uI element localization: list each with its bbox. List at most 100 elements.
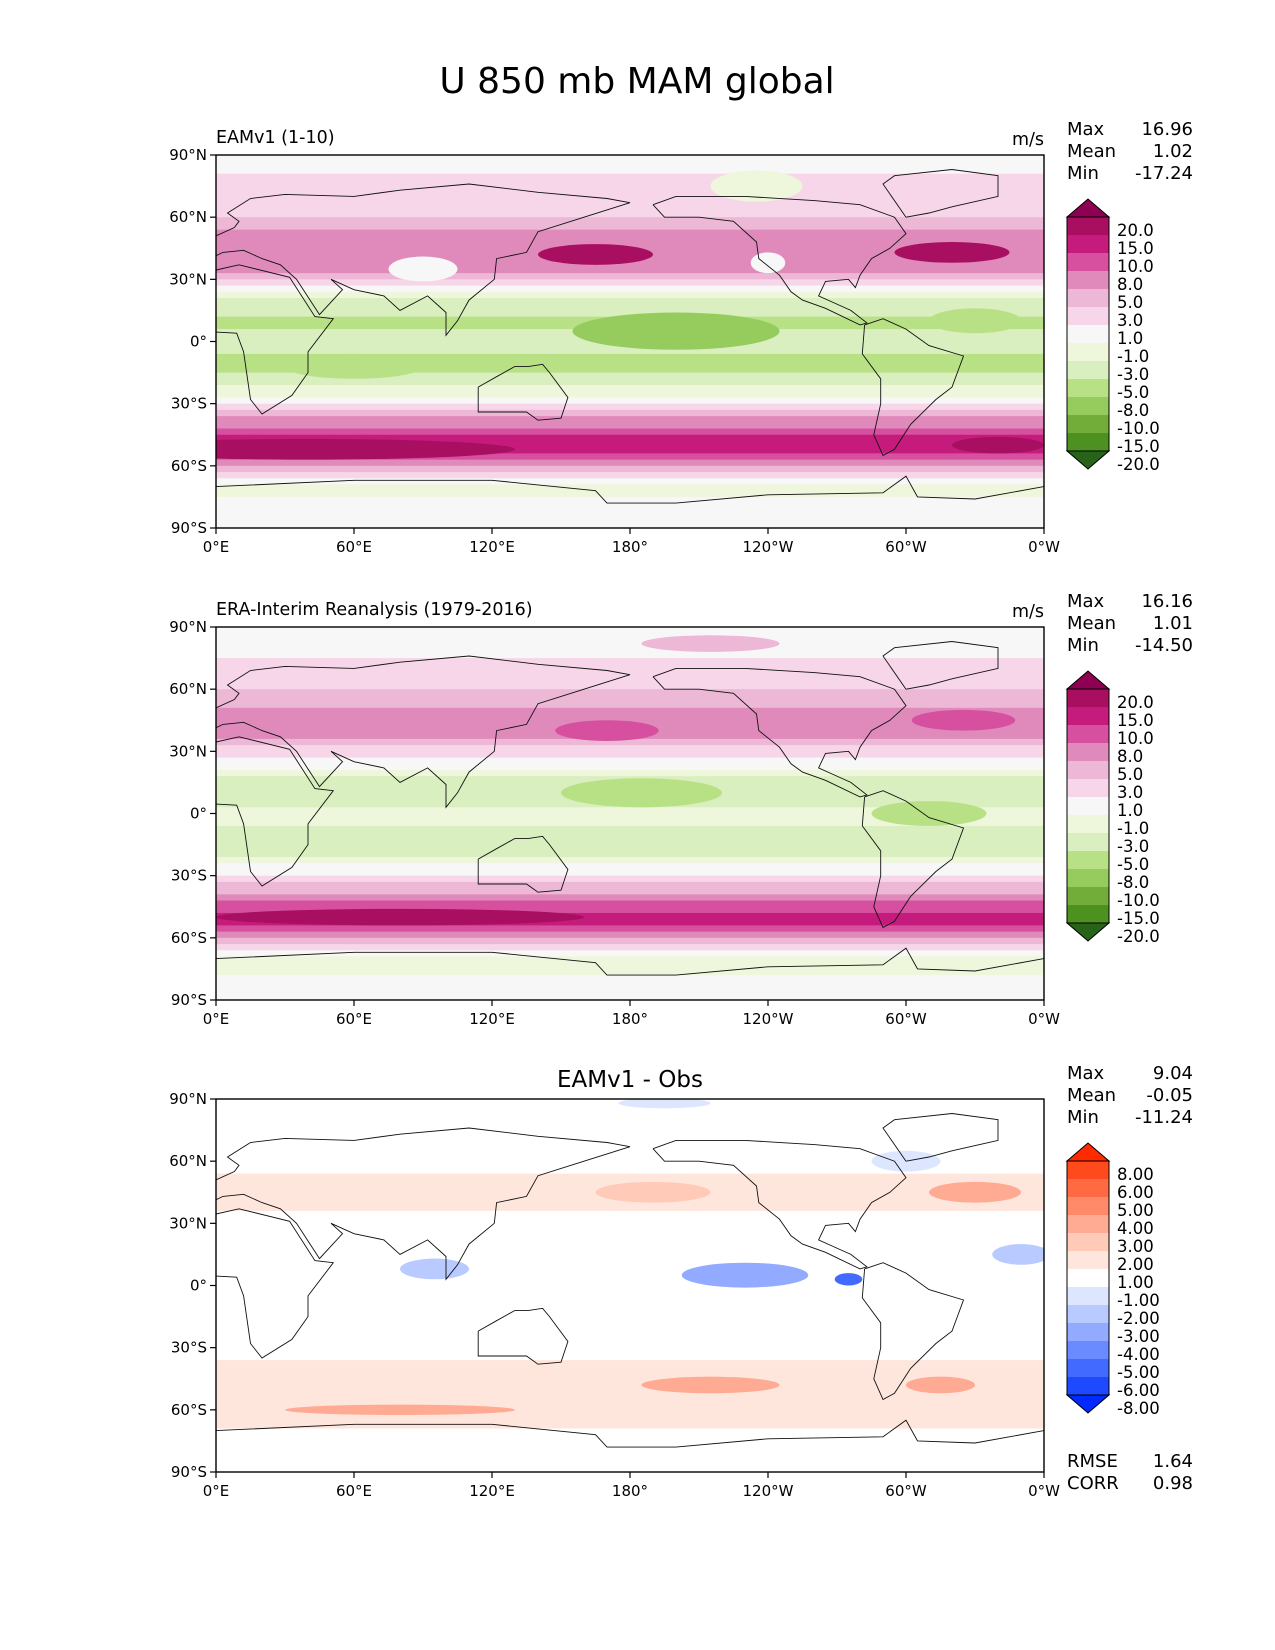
colorbar-segment xyxy=(1067,779,1109,798)
zonal-band xyxy=(216,1378,1044,1386)
x-tick-label: 60°W xyxy=(885,1010,927,1028)
zonal-band xyxy=(216,670,1044,678)
zonal-band xyxy=(216,1123,1044,1131)
colorbar-segment xyxy=(1067,1215,1109,1234)
zonal-band xyxy=(216,1440,1044,1448)
zonal-band xyxy=(216,496,1044,504)
zonal-band xyxy=(216,353,1044,361)
y-tick-label: 90°S xyxy=(171,1463,207,1481)
zonal-band xyxy=(216,1422,1044,1430)
zonal-band xyxy=(216,1329,1044,1336)
zonal-band xyxy=(216,378,1044,386)
y-tick-label: 30°S xyxy=(171,395,207,413)
y-tick-label: 0° xyxy=(190,805,207,823)
metric-label: CORR xyxy=(1067,1473,1119,1494)
panel-title: ERA-Interim Reanalysis (1979-2016) xyxy=(216,600,533,620)
colorbar-tick-label: -3.0 xyxy=(1117,837,1149,856)
zonal-band xyxy=(216,676,1044,684)
colorbar-tick-label: 1.00 xyxy=(1117,1273,1154,1292)
zonal-band xyxy=(216,1130,1044,1137)
colorbar-tick-label: 5.0 xyxy=(1117,765,1143,784)
colorbar-segment xyxy=(1067,397,1109,416)
zonal-band xyxy=(216,993,1044,1000)
zonal-band xyxy=(216,1136,1044,1144)
colorbar-tick-label: -1.00 xyxy=(1117,1291,1160,1310)
colorbar-tick-label: -20.0 xyxy=(1117,927,1160,946)
stat-label: Min xyxy=(1067,1107,1099,1128)
zonal-band xyxy=(216,832,1044,839)
colorbar-segment xyxy=(1067,1305,1109,1324)
coastline xyxy=(216,475,1044,504)
zonal-band xyxy=(216,1428,1044,1436)
stat-label: Max xyxy=(1067,119,1105,140)
colorbar-segment xyxy=(1067,1251,1109,1270)
zonal-band xyxy=(216,838,1044,846)
zonal-band xyxy=(216,1459,1044,1467)
metric-value: 1.64 xyxy=(1153,1451,1193,1472)
stat-value: -11.24 xyxy=(1135,1107,1193,1128)
zonal-band xyxy=(216,869,1044,877)
colorbar-segment xyxy=(1067,869,1109,888)
zonal-band xyxy=(216,825,1044,833)
stat-value: -17.24 xyxy=(1135,163,1193,184)
colorbar-tick-label: 2.00 xyxy=(1117,1255,1154,1274)
colorbar-extend-min xyxy=(1065,1394,1111,1414)
y-tick-label: 60°S xyxy=(171,1401,207,1419)
contour-region xyxy=(555,720,659,741)
colorbar-segment xyxy=(1067,905,1109,924)
map-field xyxy=(216,1099,1044,1472)
zonal-band xyxy=(216,161,1044,169)
zonal-band xyxy=(216,1254,1044,1262)
stat-value: 16.16 xyxy=(1141,591,1193,612)
colorbar-tick-label: 3.00 xyxy=(1117,1237,1154,1256)
zonal-band xyxy=(216,745,1044,752)
colorbar-tick-label: -3.00 xyxy=(1117,1327,1160,1346)
map-field xyxy=(216,627,1044,1000)
stat-label: Min xyxy=(1067,635,1099,656)
contour-region xyxy=(561,778,722,808)
colorbar-tick-label: -8.0 xyxy=(1117,873,1149,892)
contour-region xyxy=(216,438,515,460)
x-tick-label: 120°W xyxy=(743,1482,794,1500)
colorbar-tick-label: 15.0 xyxy=(1117,239,1154,258)
zonal-band xyxy=(216,769,1044,777)
zonal-band xyxy=(216,1223,1044,1231)
zonal-band xyxy=(216,1341,1044,1349)
zonal-band xyxy=(216,347,1044,355)
y-tick-label: 30°N xyxy=(169,742,207,760)
zonal-band xyxy=(216,204,1044,212)
colorbar-segment xyxy=(1067,415,1109,434)
zonal-band xyxy=(216,651,1044,659)
zonal-band xyxy=(216,503,1044,510)
zonal-band xyxy=(216,1291,1044,1299)
panel-reference: 90°N 60°N 30°N 0° 30°S 60°S 90°S0°E 60°E 120°E 18… xyxy=(169,591,1193,1028)
panel-title: EAMv1 (1-10) xyxy=(216,128,335,148)
contour-region xyxy=(750,252,786,274)
coastlines xyxy=(216,1113,1044,1448)
contour-region xyxy=(894,242,1010,263)
zonal-band xyxy=(216,1229,1044,1237)
zonal-band xyxy=(216,285,1044,293)
panels: 90°N60°N30°N0°30°S60°S90°S0°E 60°E 120°E 18… xyxy=(169,119,1193,1500)
zonal-band xyxy=(216,1416,1044,1423)
colorbar-segment xyxy=(1067,325,1109,344)
units-label: m/s xyxy=(1012,602,1044,622)
zonal-band xyxy=(216,968,1044,976)
colorbar-segment xyxy=(1067,797,1109,816)
coastline xyxy=(652,667,907,798)
colorbar-tick-label: -3.0 xyxy=(1117,365,1149,384)
zonal-band xyxy=(216,291,1044,299)
x-tick-label: 0°W xyxy=(1028,1482,1060,1500)
zonal-band xyxy=(216,894,1044,902)
y-tick-label: 90°S xyxy=(171,991,207,1009)
zonal-band xyxy=(216,937,1044,945)
coastline xyxy=(652,195,907,326)
colorbar-tick-label: 5.0 xyxy=(1117,293,1143,312)
zonal-band xyxy=(216,366,1044,374)
zonal-band xyxy=(216,266,1044,274)
stat-label: Mean xyxy=(1067,613,1116,634)
coastline xyxy=(882,1113,999,1162)
colorbar-segment xyxy=(1067,725,1109,744)
zonal-band xyxy=(216,403,1044,411)
zonal-band xyxy=(216,372,1044,380)
